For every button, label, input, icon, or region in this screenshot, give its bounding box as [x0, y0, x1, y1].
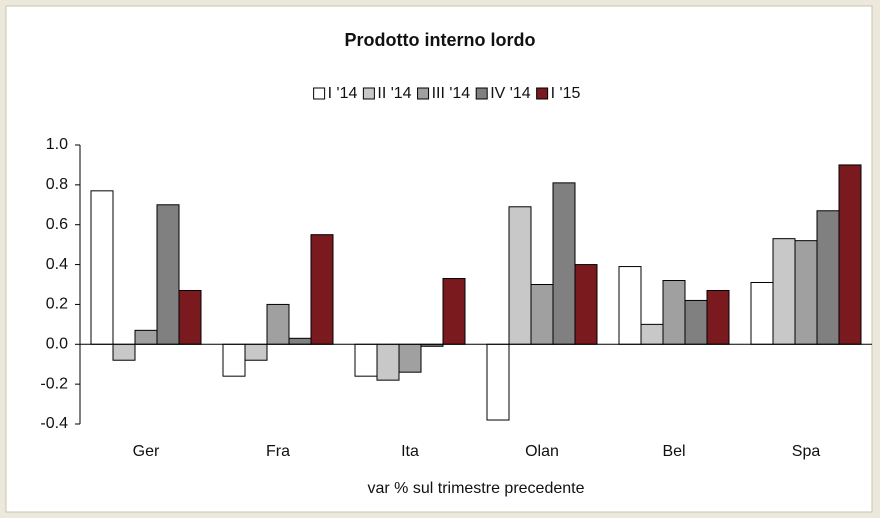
bar	[794, 240, 818, 345]
y-tick-label: 0.4	[46, 256, 68, 273]
bar	[310, 234, 334, 345]
bar	[508, 206, 532, 345]
bar	[552, 182, 576, 345]
y-tick-label: 1.0	[46, 136, 68, 153]
legend-label: I '15	[551, 85, 581, 102]
bar	[442, 278, 466, 345]
bar	[354, 343, 378, 377]
x-tick-label: Fra	[266, 443, 290, 460]
legend-item: II '14	[362, 85, 412, 102]
bar	[112, 343, 136, 361]
panel	[5, 5, 873, 513]
x-tick-label: Bel	[662, 443, 685, 460]
legend-label: IV '14	[490, 85, 531, 102]
bar	[90, 190, 114, 345]
x-tick-label: Ger	[133, 443, 160, 460]
bar	[574, 264, 598, 345]
bar	[376, 343, 400, 381]
bar	[134, 329, 158, 345]
legend-item: III '14	[417, 85, 471, 102]
bar	[530, 284, 554, 345]
legend-swatch	[475, 87, 488, 100]
legend-swatch	[536, 87, 549, 100]
bar	[640, 323, 664, 345]
bar	[398, 343, 422, 373]
bar	[178, 289, 202, 345]
bar	[156, 204, 180, 345]
bar	[618, 266, 642, 345]
bar	[222, 343, 246, 377]
bar	[266, 303, 290, 345]
legend-label: II '14	[377, 85, 411, 102]
bar	[684, 299, 708, 345]
legend-label: III '14	[432, 85, 471, 102]
y-tick-label: 0.0	[46, 336, 68, 353]
chart-title: Prodotto interno lordo	[345, 30, 536, 50]
legend-swatch	[313, 87, 326, 100]
x-tick-label: Spa	[792, 443, 821, 460]
bar	[662, 280, 686, 345]
bar	[288, 337, 312, 345]
legend-item: IV '14	[475, 85, 531, 102]
bar	[750, 282, 774, 345]
x-tick-label: Olan	[525, 443, 559, 460]
bar	[706, 289, 730, 345]
bar	[244, 343, 268, 361]
y-tick-label: -0.2	[40, 375, 68, 392]
x-axis-label: var % sul trimestre precedente	[368, 480, 585, 497]
y-tick-label: -0.4	[40, 415, 68, 432]
bar	[772, 238, 796, 345]
legend-swatch	[362, 87, 375, 100]
y-tick-label: 0.8	[46, 176, 68, 193]
legend-item: I '15	[536, 85, 581, 102]
x-tick-label: Ita	[401, 443, 419, 460]
legend-label: I '14	[328, 85, 358, 102]
y-tick-label: 0.2	[46, 296, 68, 313]
bar	[838, 164, 862, 345]
bar	[486, 343, 510, 421]
bar	[816, 210, 840, 345]
legend-swatch	[417, 87, 430, 100]
legend-item: I '14	[313, 85, 358, 102]
y-tick-label: 0.6	[46, 216, 68, 233]
